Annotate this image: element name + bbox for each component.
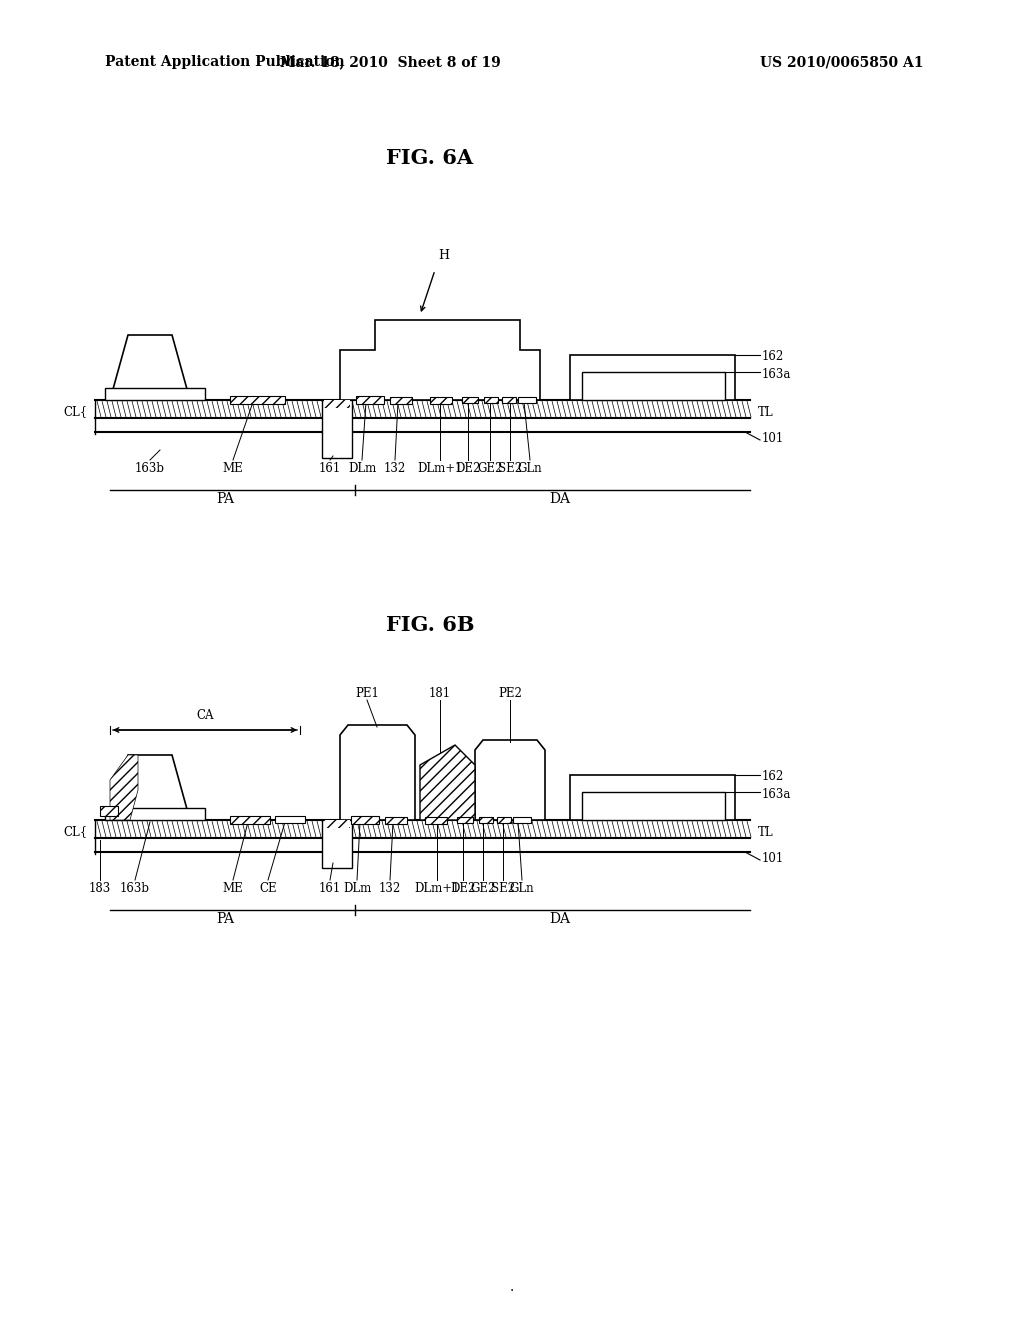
Text: PE1: PE1 <box>355 686 379 700</box>
Bar <box>385 817 407 824</box>
Polygon shape <box>340 725 415 820</box>
Text: Mar. 18, 2010  Sheet 8 of 19: Mar. 18, 2010 Sheet 8 of 19 <box>280 55 501 69</box>
Text: 181: 181 <box>429 686 451 700</box>
Text: 161: 161 <box>318 462 341 475</box>
Bar <box>275 816 305 822</box>
Text: CL{: CL{ <box>63 405 88 418</box>
Text: GLn: GLn <box>518 462 543 475</box>
Bar <box>430 397 452 404</box>
Text: US 2010/0065850 A1: US 2010/0065850 A1 <box>760 55 924 69</box>
Polygon shape <box>110 755 190 820</box>
Text: 161: 161 <box>318 882 341 895</box>
Text: 183: 183 <box>89 882 112 895</box>
Text: DA: DA <box>550 912 570 927</box>
Polygon shape <box>582 372 725 400</box>
Bar <box>105 808 205 820</box>
Polygon shape <box>420 744 475 820</box>
Text: CA: CA <box>197 709 214 722</box>
Polygon shape <box>340 319 540 400</box>
Bar <box>230 396 285 404</box>
Text: GE2: GE2 <box>470 882 496 895</box>
Text: PA: PA <box>216 492 234 506</box>
Bar <box>513 817 531 822</box>
Text: DLm: DLm <box>348 462 376 475</box>
Bar <box>351 816 379 824</box>
Text: 101: 101 <box>762 432 784 445</box>
Text: DA: DA <box>550 492 570 506</box>
Bar <box>356 396 384 404</box>
Text: PA: PA <box>216 912 234 927</box>
Bar <box>322 400 352 458</box>
Text: DE2: DE2 <box>451 882 476 895</box>
Text: 163a: 163a <box>762 367 792 380</box>
Text: 163a: 163a <box>762 788 792 800</box>
Text: 163b: 163b <box>120 882 150 895</box>
Text: DLm: DLm <box>343 882 371 895</box>
Bar <box>95 400 750 418</box>
Bar <box>502 397 516 403</box>
Polygon shape <box>570 355 735 400</box>
Text: .: . <box>510 1280 514 1294</box>
Bar <box>324 400 350 408</box>
Text: PE2: PE2 <box>498 686 522 700</box>
Text: GE2: GE2 <box>477 462 503 475</box>
Text: FIG. 6A: FIG. 6A <box>386 148 473 168</box>
Text: DLm+1: DLm+1 <box>415 882 460 895</box>
Text: H: H <box>438 249 449 261</box>
Bar <box>462 397 478 403</box>
Text: ME: ME <box>222 462 244 475</box>
Bar <box>322 820 352 869</box>
Text: 162: 162 <box>762 351 784 363</box>
Polygon shape <box>582 792 725 820</box>
Text: Patent Application Publication: Patent Application Publication <box>105 55 345 69</box>
Text: FIG. 6B: FIG. 6B <box>386 615 474 635</box>
Bar <box>479 817 493 822</box>
Bar <box>230 816 270 824</box>
Text: 132: 132 <box>384 462 407 475</box>
Bar <box>497 817 511 822</box>
Polygon shape <box>570 775 735 820</box>
Text: GLn: GLn <box>510 882 535 895</box>
Text: SE2: SE2 <box>490 882 515 895</box>
Polygon shape <box>110 755 138 820</box>
Text: CL{: CL{ <box>63 825 88 838</box>
Text: 132: 132 <box>379 882 401 895</box>
Bar <box>425 817 447 824</box>
Bar <box>390 397 412 404</box>
Text: CE: CE <box>259 882 276 895</box>
Bar <box>324 820 350 828</box>
Bar <box>457 817 473 822</box>
Text: 163b: 163b <box>135 462 165 475</box>
Polygon shape <box>475 741 545 820</box>
Text: SE2: SE2 <box>498 462 522 475</box>
Text: ME: ME <box>222 882 244 895</box>
Text: DE2: DE2 <box>456 462 480 475</box>
Bar <box>95 820 750 838</box>
Bar <box>100 807 118 816</box>
Text: TL: TL <box>758 825 773 838</box>
Bar <box>484 397 498 403</box>
Text: DLm+1: DLm+1 <box>417 462 463 475</box>
Text: TL: TL <box>758 405 773 418</box>
Text: 162: 162 <box>762 771 784 784</box>
Bar <box>105 388 205 400</box>
Text: 101: 101 <box>762 851 784 865</box>
Polygon shape <box>110 335 190 400</box>
Bar <box>518 397 536 403</box>
